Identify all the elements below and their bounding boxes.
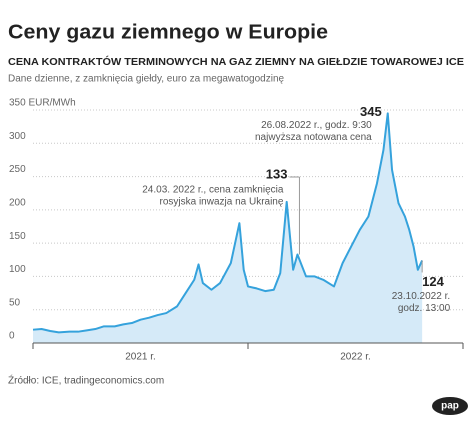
annotation-value: 345 xyxy=(360,104,382,119)
y-tick-label: 300 xyxy=(9,131,26,142)
y-tick-label: 150 xyxy=(9,231,26,242)
x-tick-label: 2022 r. xyxy=(340,352,371,363)
chart-description: Dane dzienne, z zamknięcia giełdy, euro … xyxy=(8,74,285,85)
y-tick-label: 250 xyxy=(9,164,26,175)
annotation-note: 24.03. 2022 r., cena zamknięcia xyxy=(142,185,284,196)
y-tick-label: 200 xyxy=(9,197,26,208)
annotation-note: najwyższa notowana cena xyxy=(255,132,372,143)
source: Źródło: ICE, tradingeconomics.com xyxy=(8,374,164,387)
annotation-value: 124 xyxy=(422,274,444,289)
annotation-note: 23.10.2022 r. xyxy=(392,291,450,302)
chart-title: Ceny gazu ziemnego w Europie xyxy=(8,21,328,43)
y-tick-label: 0 xyxy=(9,331,15,342)
y-tick-label: 100 xyxy=(9,264,26,275)
chart-subtitle: CENA KONTRAKTÓW TERMINOWYCH NA GAZ ZIEMN… xyxy=(8,55,464,68)
line xyxy=(32,112,424,334)
y-tick-label: 350 EUR/MWh xyxy=(9,98,76,109)
annotation-note: godz. 13:00 xyxy=(398,303,451,314)
logo: pap xyxy=(441,401,459,412)
area xyxy=(33,113,423,343)
logo-badge xyxy=(432,397,468,415)
x-tick-label: 2021 r. xyxy=(125,352,156,363)
annotation-value: 133 xyxy=(266,166,288,181)
y-tick-label: 50 xyxy=(9,297,21,308)
annotation-note: rosyjska inwazja na Ukrainę xyxy=(159,197,283,208)
annotation-note: 26.08.2022 r., godz. 9:30 xyxy=(261,120,372,131)
